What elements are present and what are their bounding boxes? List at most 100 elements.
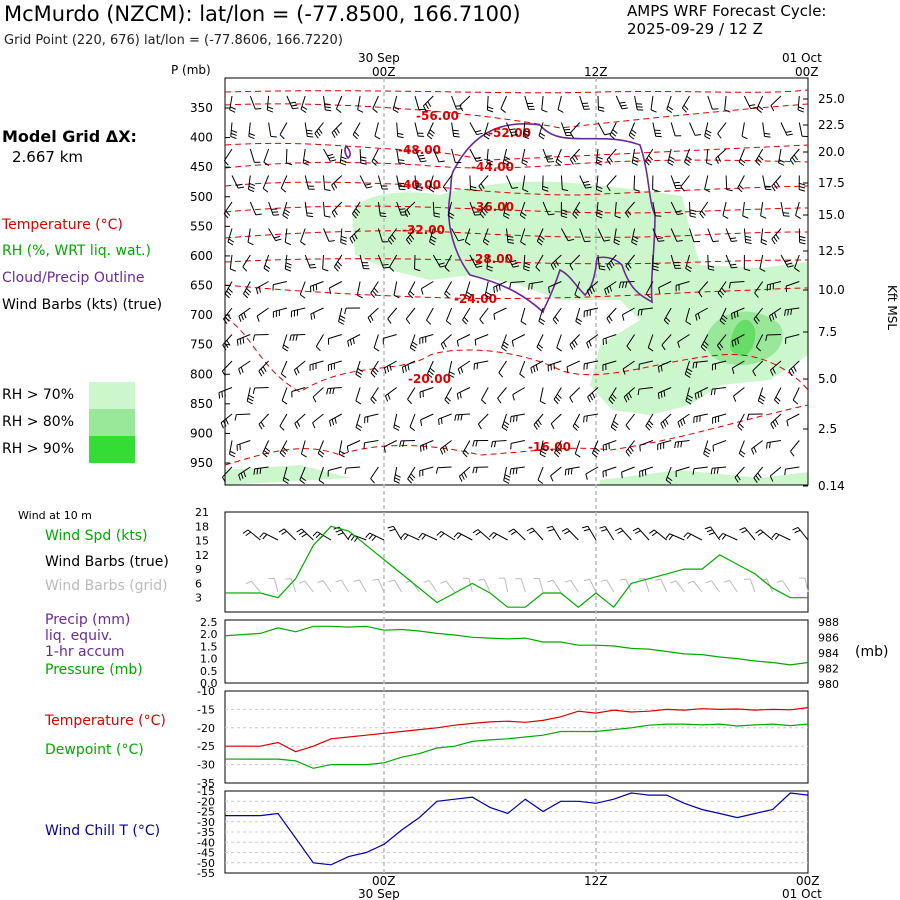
- cross-section-barb: [414, 148, 422, 163]
- cross-section-barb-flag: [314, 133, 319, 139]
- cross-section-barb-flag: [686, 155, 692, 161]
- panel-frames: [224, 77, 809, 874]
- contour-36: [224, 205, 809, 214]
- wind-barb-10m-grid-flag: [317, 580, 324, 583]
- cross-section-barb: [771, 175, 782, 187]
- cross-section-barb: [625, 440, 635, 452]
- wind-barb-10m-true: [669, 533, 685, 541]
- cross-section-barb-flag: [604, 133, 611, 136]
- cross-section-barb-flag: [575, 453, 581, 458]
- cross-section-barb-flag: [674, 441, 677, 449]
- cross-section-barb-flag: [394, 424, 400, 428]
- cross-section-barb-flag: [486, 268, 493, 272]
- cross-section-barb: [693, 466, 708, 470]
- wind-barb-10m-true-flag: [259, 532, 265, 538]
- cross-section-barb-flag: [240, 366, 244, 373]
- pressure-tick-label-right: 982: [818, 663, 839, 676]
- cross-section-barb-flag: [331, 132, 336, 138]
- windchill-tick-label: -50: [197, 857, 215, 870]
- cross-section-barb-flag: [306, 132, 313, 135]
- wind-barb-10m-true-flag: [526, 527, 533, 532]
- cross-section-barb: [602, 440, 617, 446]
- cross-section-barb: [553, 387, 562, 400]
- cross-section-barb: [587, 387, 599, 398]
- wind-barb-10m-true: [587, 525, 597, 541]
- height-tick-label: 12.5: [818, 244, 845, 258]
- pressure-tick-label: 850: [190, 397, 213, 411]
- cross-section-barb: [445, 307, 453, 322]
- cross-section-barb-flag: [716, 345, 722, 351]
- precip-tick-label: 1.5: [200, 640, 218, 653]
- cross-section-barb: [396, 201, 402, 216]
- cross-section-barb-flag: [686, 265, 692, 270]
- wind-barb-10m-true-flag: [301, 533, 308, 538]
- cross-section-barb: [258, 413, 269, 425]
- cross-section-barb-flag: [633, 189, 640, 192]
- cross-section-barb-flag: [736, 474, 741, 481]
- cross-section-barb-flag: [524, 262, 531, 266]
- cross-section-barb-flag: [397, 135, 404, 139]
- cross-section-barb-flag: [755, 475, 760, 481]
- cross-section-barb-flag: [438, 418, 440, 426]
- wind-barb-10m-grid-flag: [547, 579, 554, 583]
- cross-section-barb: [280, 360, 288, 375]
- cross-section-barb: [268, 201, 274, 216]
- cross-section-barb-flag: [745, 241, 752, 244]
- cross-section-barb-flag: [407, 398, 412, 405]
- cross-section-barb-flag: [685, 268, 692, 272]
- cross-section-barb-flag: [438, 160, 445, 163]
- cross-section-barb-flag: [281, 373, 287, 378]
- cross-section-barb-flag: [283, 344, 289, 349]
- cross-section-barb: [414, 95, 420, 110]
- lower-panel-gridlines: [225, 708, 808, 864]
- cross-section-barb: [706, 148, 709, 163]
- cross-section-barb-flag: [721, 317, 727, 323]
- cross-section-barb-flag: [738, 423, 744, 429]
- cross-section-barb-flag: [665, 479, 672, 485]
- wind-barb-10m-grid: [520, 578, 526, 593]
- cross-section-barb: [560, 122, 567, 136]
- cross-section-barb-flag: [793, 154, 799, 161]
- legend-pressure: Pressure (mb): [45, 662, 143, 678]
- cross-section-barb: [370, 360, 379, 374]
- forecast-cycle-value: 2025-09-29 / 12 Z: [627, 20, 763, 38]
- cross-section-barb: [396, 175, 400, 190]
- cross-section-barb-flag: [279, 452, 285, 458]
- cross-section-barb-flag: [352, 134, 358, 140]
- cross-section-barb: [374, 122, 379, 137]
- cross-section-barb: [537, 466, 544, 481]
- cross-section-barb-flag: [685, 321, 692, 325]
- cross-section-barb: [699, 201, 709, 214]
- cross-section-barb: [266, 95, 270, 110]
- wind-barb-10m-true-flag: [739, 527, 746, 531]
- wind-barb-10m-grid-flag: [388, 579, 395, 583]
- cloud-outline-small: [344, 144, 351, 160]
- contour-24: [224, 284, 809, 300]
- cross-section-barb-flag: [734, 339, 737, 346]
- cross-section-barb-flag: [231, 129, 238, 133]
- cross-section-barb: [393, 466, 398, 481]
- cross-section-barb-flag: [667, 476, 673, 482]
- cross-section-barb: [511, 440, 525, 444]
- cross-section-barb-flag: [402, 440, 405, 447]
- cross-section-barb-flag: [623, 396, 628, 403]
- cross-section-barb-flag: [511, 134, 518, 136]
- cross-section-barb: [644, 148, 654, 162]
- cross-section-barb-flag: [503, 480, 510, 484]
- cross-section-barb-flag: [541, 447, 547, 452]
- cross-section-barb-flag: [393, 106, 400, 110]
- cross-section-barb-flag: [567, 468, 570, 475]
- cross-section-barb: [742, 201, 745, 216]
- cross-section-barb: [757, 387, 764, 401]
- cross-section-barb-flag: [383, 446, 386, 453]
- temperature-tick-label: -20: [197, 722, 215, 735]
- cross-section-barb: [533, 413, 544, 425]
- cross-section-barb: [770, 360, 782, 371]
- cross-section-barb: [628, 122, 636, 136]
- cross-section-barb-flag: [510, 131, 517, 134]
- cross-section-barb-flag: [218, 392, 221, 399]
- cross-section-barb-flag: [355, 400, 362, 405]
- cross-section-barb-flag: [353, 210, 359, 216]
- cross-section-barb: [455, 413, 470, 416]
